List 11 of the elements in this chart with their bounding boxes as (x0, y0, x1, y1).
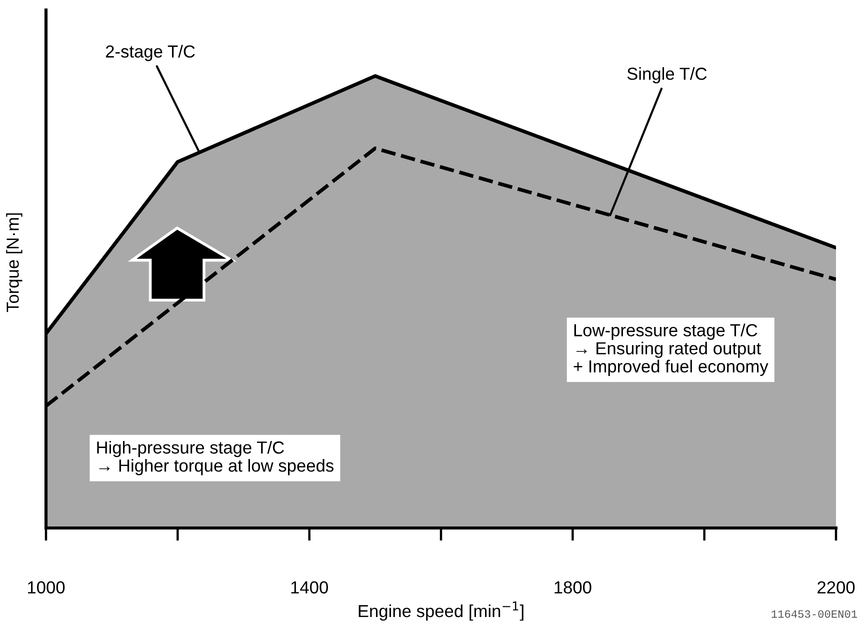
x-tick-label: 1000 (28, 581, 65, 594)
text: Single T/C (627, 67, 707, 84)
annotation: Low-pressure stage T/C → Ensuring rated output + Improved fuel economy (574, 324, 768, 376)
text: 116453-00EN01 (772, 610, 858, 618)
x-tick-label: 1400 (291, 581, 328, 594)
x-axis-title: Engine speed [min$^{−1}$] (358, 602, 524, 621)
text: 2-stage T/C (106, 44, 195, 62)
x-tick-label: 1800 (554, 581, 592, 594)
y-axis-title: Torque [N·m] (6, 213, 22, 312)
x-tick-label: 2200 (818, 581, 855, 594)
annotation: High-pressure stage T/C → Higher torque at low speeds (97, 440, 334, 476)
